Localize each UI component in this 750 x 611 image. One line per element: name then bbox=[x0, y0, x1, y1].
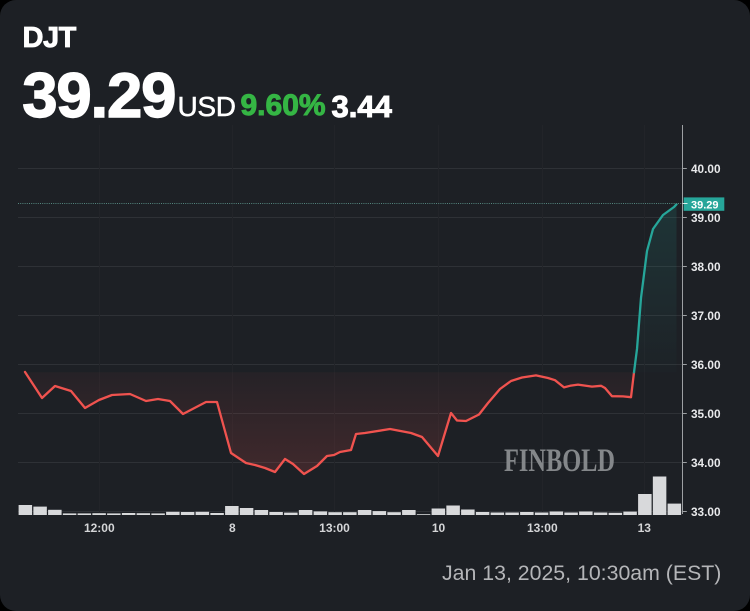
svg-text:13:00: 13:00 bbox=[319, 521, 350, 535]
svg-text:FINBOLD: FINBOLD bbox=[504, 443, 615, 479]
svg-text:33.00: 33.00 bbox=[691, 505, 721, 519]
svg-text:40.00: 40.00 bbox=[691, 162, 721, 176]
svg-text:35.00: 35.00 bbox=[691, 407, 721, 421]
svg-text:34.00: 34.00 bbox=[691, 456, 721, 470]
svg-text:10: 10 bbox=[432, 521, 446, 535]
svg-text:39.00: 39.00 bbox=[691, 211, 721, 225]
svg-text:13:00: 13:00 bbox=[527, 521, 558, 535]
svg-text:38.00: 38.00 bbox=[691, 260, 721, 274]
svg-text:12:00: 12:00 bbox=[84, 521, 115, 535]
svg-text:8: 8 bbox=[229, 521, 236, 535]
svg-text:13: 13 bbox=[638, 521, 652, 535]
svg-text:37.00: 37.00 bbox=[691, 309, 721, 323]
svg-text:39.29: 39.29 bbox=[691, 199, 719, 211]
svg-text:36.00: 36.00 bbox=[691, 358, 721, 372]
